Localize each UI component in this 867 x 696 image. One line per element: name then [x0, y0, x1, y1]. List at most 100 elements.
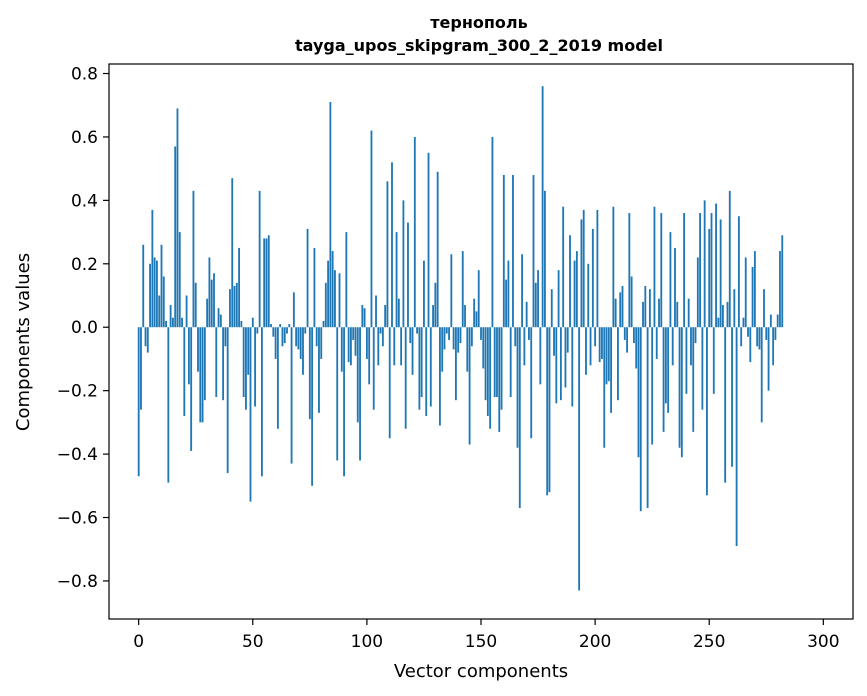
bar-component-249 — [706, 327, 708, 496]
bar-component-152 — [484, 327, 487, 401]
bar-component-41 — [231, 178, 234, 328]
bar-component-195 — [582, 209, 585, 328]
bar-component-277 — [769, 314, 772, 328]
bar-component-111 — [391, 162, 393, 328]
bar-component-63 — [281, 327, 284, 347]
bar-component-54 — [261, 327, 263, 477]
bar-component-1 — [140, 327, 142, 410]
bar-component-166 — [516, 327, 519, 448]
y-tick-label: −0.6 — [57, 509, 98, 529]
bar-component-15 — [171, 317, 174, 328]
y-tick-label: 0.6 — [71, 128, 98, 148]
bar-component-11 — [162, 276, 165, 328]
bar-component-133 — [441, 327, 444, 372]
bar-component-90 — [343, 327, 345, 477]
bar-component-82 — [324, 282, 327, 328]
bar-component-92 — [347, 327, 350, 363]
bar-component-202 — [598, 327, 601, 363]
bar-component-186 — [562, 206, 565, 328]
bar-component-235 — [674, 247, 676, 328]
bar-component-96 — [356, 327, 359, 423]
bar-component-38 — [224, 327, 227, 347]
bar-component-37 — [222, 327, 225, 401]
bar-component-67 — [290, 327, 293, 464]
bar-component-141 — [459, 327, 462, 344]
bar-component-255 — [719, 219, 722, 328]
bar-component-173 — [532, 175, 535, 328]
bar-component-57 — [267, 235, 270, 328]
bar-component-99 — [363, 308, 366, 328]
bar-component-240 — [685, 327, 688, 394]
bar-component-251 — [710, 213, 713, 328]
bar-component-98 — [361, 305, 364, 328]
bar-component-262 — [735, 327, 738, 547]
bar-component-196 — [585, 327, 587, 375]
bar-component-179 — [546, 327, 549, 496]
bar-component-71 — [299, 327, 302, 359]
x-tick-label: 250 — [693, 632, 725, 652]
bar-component-8 — [156, 260, 158, 328]
bar-component-120 — [411, 327, 414, 375]
bar-component-162 — [507, 260, 510, 328]
bar-component-169 — [523, 327, 526, 366]
bar-component-61 — [276, 327, 279, 429]
bar-component-50 — [251, 317, 254, 328]
bar-component-197 — [587, 263, 590, 328]
bar-component-43 — [235, 282, 238, 328]
x-tick-label: 0 — [133, 632, 144, 652]
bar-component-198 — [589, 327, 592, 366]
bar-component-101 — [368, 327, 371, 385]
x-axis-ticks: 0 50 100 150 200 250 300 — [133, 619, 840, 652]
bar-component-135 — [445, 327, 448, 334]
bar-component-252 — [712, 327, 715, 394]
bar-component-86 — [334, 270, 336, 328]
bar-component-116 — [402, 200, 405, 328]
bar-component-244 — [694, 327, 697, 344]
bar-component-80 — [320, 327, 323, 359]
bar-component-35 — [217, 308, 220, 328]
bar-component-83 — [327, 260, 330, 328]
bar-component-260 — [731, 327, 733, 467]
bar-component-21 — [185, 295, 188, 328]
x-tick-label: 300 — [807, 632, 839, 652]
bar-component-154 — [489, 327, 492, 429]
chart-subtitle: tayga_upos_skipgram_300_2_2019 model — [295, 36, 663, 55]
bar-component-241 — [687, 298, 690, 328]
bar-component-29 — [203, 327, 206, 401]
bar-component-4 — [146, 327, 149, 353]
bar-component-267 — [747, 327, 749, 337]
bar-component-239 — [683, 213, 686, 328]
bar-component-222 — [644, 286, 647, 328]
bar-component-2 — [142, 244, 145, 328]
bar-component-261 — [733, 289, 736, 328]
bar-component-108 — [384, 305, 387, 328]
bar-component-79 — [318, 327, 320, 413]
bar-component-250 — [708, 228, 711, 328]
x-tick-label: 150 — [465, 632, 497, 652]
bar-component-93 — [350, 327, 352, 366]
bar-component-274 — [763, 289, 765, 328]
bar-component-221 — [642, 301, 644, 328]
x-tick-label: 100 — [351, 632, 383, 652]
bar-component-17 — [176, 108, 179, 328]
bar-component-205 — [605, 327, 608, 385]
bar-component-104 — [375, 295, 377, 328]
bar-component-206 — [607, 327, 610, 382]
bar-component-85 — [331, 251, 334, 328]
bar-component-259 — [728, 190, 731, 328]
bar-component-140 — [457, 327, 460, 353]
bar-component-39 — [226, 327, 229, 474]
bar-component-148 — [475, 311, 478, 328]
bar-component-174 — [534, 282, 537, 328]
bar-component-52 — [256, 327, 259, 334]
bar-component-276 — [767, 327, 770, 391]
bar-component-20 — [183, 327, 186, 417]
bar-component-75 — [308, 327, 311, 420]
bar-component-184 — [557, 270, 560, 328]
bar-component-22 — [187, 327, 190, 385]
plot-frame — [108, 63, 854, 620]
bar-component-201 — [596, 209, 599, 328]
bar-component-30 — [206, 298, 209, 328]
bar-component-146 — [470, 327, 473, 347]
bar-component-225 — [651, 327, 654, 445]
